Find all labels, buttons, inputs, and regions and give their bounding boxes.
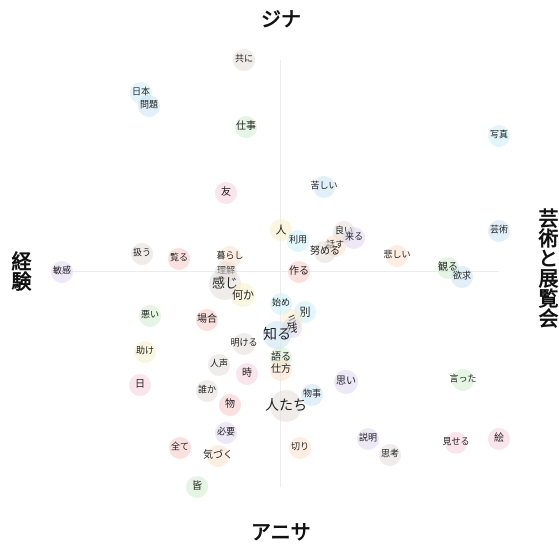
word-bubble bbox=[451, 266, 473, 288]
word-bubble bbox=[287, 230, 309, 252]
word-label: 利用 bbox=[288, 235, 308, 246]
word-label: 言った bbox=[449, 374, 477, 385]
word-label: 思い bbox=[336, 376, 356, 387]
word-label: 場合 bbox=[197, 314, 217, 325]
word-label: 作る bbox=[289, 266, 309, 277]
word-bubble bbox=[263, 321, 291, 349]
word-label: 明ける bbox=[230, 338, 258, 349]
word-bubble bbox=[131, 243, 153, 265]
word-label: 感じ bbox=[211, 276, 239, 292]
word-label: 別 bbox=[299, 305, 311, 319]
axis-label-right: 芸術と展覧会 bbox=[535, 208, 559, 328]
word-bubble bbox=[169, 437, 191, 459]
word-bubble bbox=[301, 384, 323, 406]
word-label: 全て bbox=[170, 442, 190, 453]
word-label: 写真 bbox=[489, 130, 509, 141]
word-bubble bbox=[168, 248, 190, 270]
word-bubble bbox=[186, 476, 208, 498]
word-label: 暮らし bbox=[216, 251, 244, 262]
word-bubble bbox=[134, 341, 156, 363]
word-label: 来る bbox=[344, 232, 364, 243]
axis-label-left: 経験 bbox=[8, 251, 32, 291]
word-bubble bbox=[129, 374, 151, 396]
word-bubble bbox=[270, 390, 302, 422]
word-label: 努める bbox=[310, 246, 340, 257]
word-label: 芸術 bbox=[489, 225, 509, 236]
word-label: 日本 bbox=[131, 87, 151, 98]
word-label: 友 bbox=[221, 187, 231, 198]
word-label: 誰か bbox=[197, 385, 217, 396]
word-label: 説明 bbox=[358, 433, 378, 444]
word-label: 切り bbox=[290, 442, 310, 453]
word-label: 残 bbox=[286, 321, 298, 335]
word-bubble bbox=[314, 241, 336, 263]
word-bubble bbox=[51, 261, 73, 283]
word-bubble bbox=[357, 428, 379, 450]
word-bubble bbox=[270, 359, 292, 381]
word-label: 人 bbox=[275, 223, 287, 237]
word-label: 時 bbox=[242, 368, 252, 379]
word-label: 共に bbox=[234, 54, 254, 65]
vertical-axis-line bbox=[280, 60, 281, 487]
word-label: 知る bbox=[263, 327, 291, 343]
word-label: 始め bbox=[271, 298, 291, 309]
word-label: 日 bbox=[135, 379, 145, 390]
word-label: 人声 bbox=[209, 359, 229, 370]
word-label: 物 bbox=[225, 399, 235, 410]
word-bubble bbox=[196, 309, 218, 331]
word-label: 扱う bbox=[132, 248, 152, 259]
word-label: 必要 bbox=[216, 427, 236, 438]
word-label: 思考 bbox=[380, 449, 400, 460]
word-bubble bbox=[138, 95, 160, 117]
word-label: 物事 bbox=[302, 389, 322, 400]
word-bubble bbox=[196, 380, 218, 402]
word-bubble bbox=[207, 445, 229, 467]
word-bubble bbox=[452, 369, 474, 391]
axis-label-bottom: アニサ bbox=[251, 520, 311, 544]
word-label: 問題 bbox=[139, 100, 159, 111]
axis-label-top: ジナ bbox=[261, 7, 301, 31]
word-label: 覧る bbox=[169, 253, 189, 264]
word-bubble bbox=[288, 261, 310, 283]
word-label: 見せる bbox=[442, 437, 470, 448]
word-label: 欲求 bbox=[452, 271, 472, 282]
word-bubble bbox=[488, 220, 510, 242]
word-bubble bbox=[233, 333, 255, 355]
word-label: 仕方 bbox=[271, 364, 291, 375]
word-bubble bbox=[343, 227, 365, 249]
word-bubble bbox=[379, 444, 401, 466]
word-bubble bbox=[215, 422, 237, 444]
word-label: 助け bbox=[135, 346, 155, 357]
word-bubble bbox=[313, 176, 335, 198]
word-label: 何か bbox=[232, 288, 254, 302]
word-bubble bbox=[334, 370, 358, 394]
word-bubble bbox=[445, 432, 467, 454]
word-bubble bbox=[488, 428, 510, 450]
word-label: 敏感 bbox=[52, 266, 72, 277]
word-bubble bbox=[289, 437, 311, 459]
word-label: 話す bbox=[325, 240, 345, 251]
word-bubble bbox=[219, 394, 241, 416]
word-bubble bbox=[233, 49, 255, 71]
word-label: 絵 bbox=[494, 433, 504, 444]
word-label: 悲しい bbox=[383, 250, 411, 261]
word-bubble bbox=[208, 354, 230, 376]
word-label: 語る bbox=[271, 352, 291, 363]
word-bubble bbox=[488, 125, 510, 147]
word-bubble bbox=[236, 363, 258, 385]
word-bubble bbox=[215, 182, 237, 204]
word-bubble bbox=[386, 245, 408, 267]
word-label: 悪い bbox=[140, 310, 160, 321]
word-bubble bbox=[231, 283, 255, 307]
word-label: 仕事 bbox=[236, 121, 256, 132]
word-bubble bbox=[139, 305, 161, 327]
word-bubble bbox=[235, 116, 257, 138]
word-label: 皆 bbox=[192, 481, 202, 492]
word-label: 苦しい bbox=[310, 181, 338, 192]
word-label: 観る bbox=[438, 262, 458, 273]
word-bubble bbox=[270, 219, 292, 241]
word-label: 気づく bbox=[203, 450, 233, 461]
word-label: 人たち bbox=[265, 398, 307, 414]
